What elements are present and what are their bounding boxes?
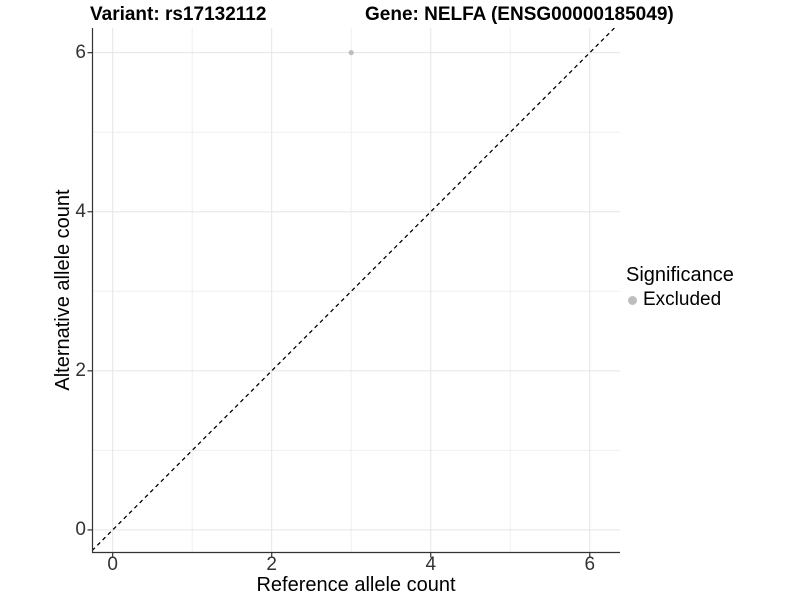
x-axis-title: Reference allele count <box>256 574 456 596</box>
x-tick-label: 0 <box>107 554 118 575</box>
x-tick-label: 6 <box>584 554 596 575</box>
plot-panel <box>87 28 620 558</box>
y-tick-label: 4 <box>75 200 86 222</box>
plot-title-gene: Gene: NELFA (ENSG00000185049) <box>365 4 674 25</box>
identity-reference-line <box>92 28 616 552</box>
legend-item-excluded: Excluded <box>626 289 734 311</box>
x-tick-label: 2 <box>266 554 277 575</box>
legend-title: Significance <box>626 264 734 286</box>
legend-marker-circle-icon <box>628 295 637 305</box>
y-tick-label: 6 <box>75 41 86 63</box>
y-tick-label: 0 <box>75 518 86 540</box>
y-tick-label: 2 <box>75 359 86 381</box>
legend: Significance Excluded <box>626 263 734 311</box>
legend-item-label: Excluded <box>643 289 722 310</box>
x-tick-label: 4 <box>425 554 437 575</box>
plot-title-variant: Variant: rs17132112 <box>90 4 267 25</box>
data-point <box>348 50 354 56</box>
